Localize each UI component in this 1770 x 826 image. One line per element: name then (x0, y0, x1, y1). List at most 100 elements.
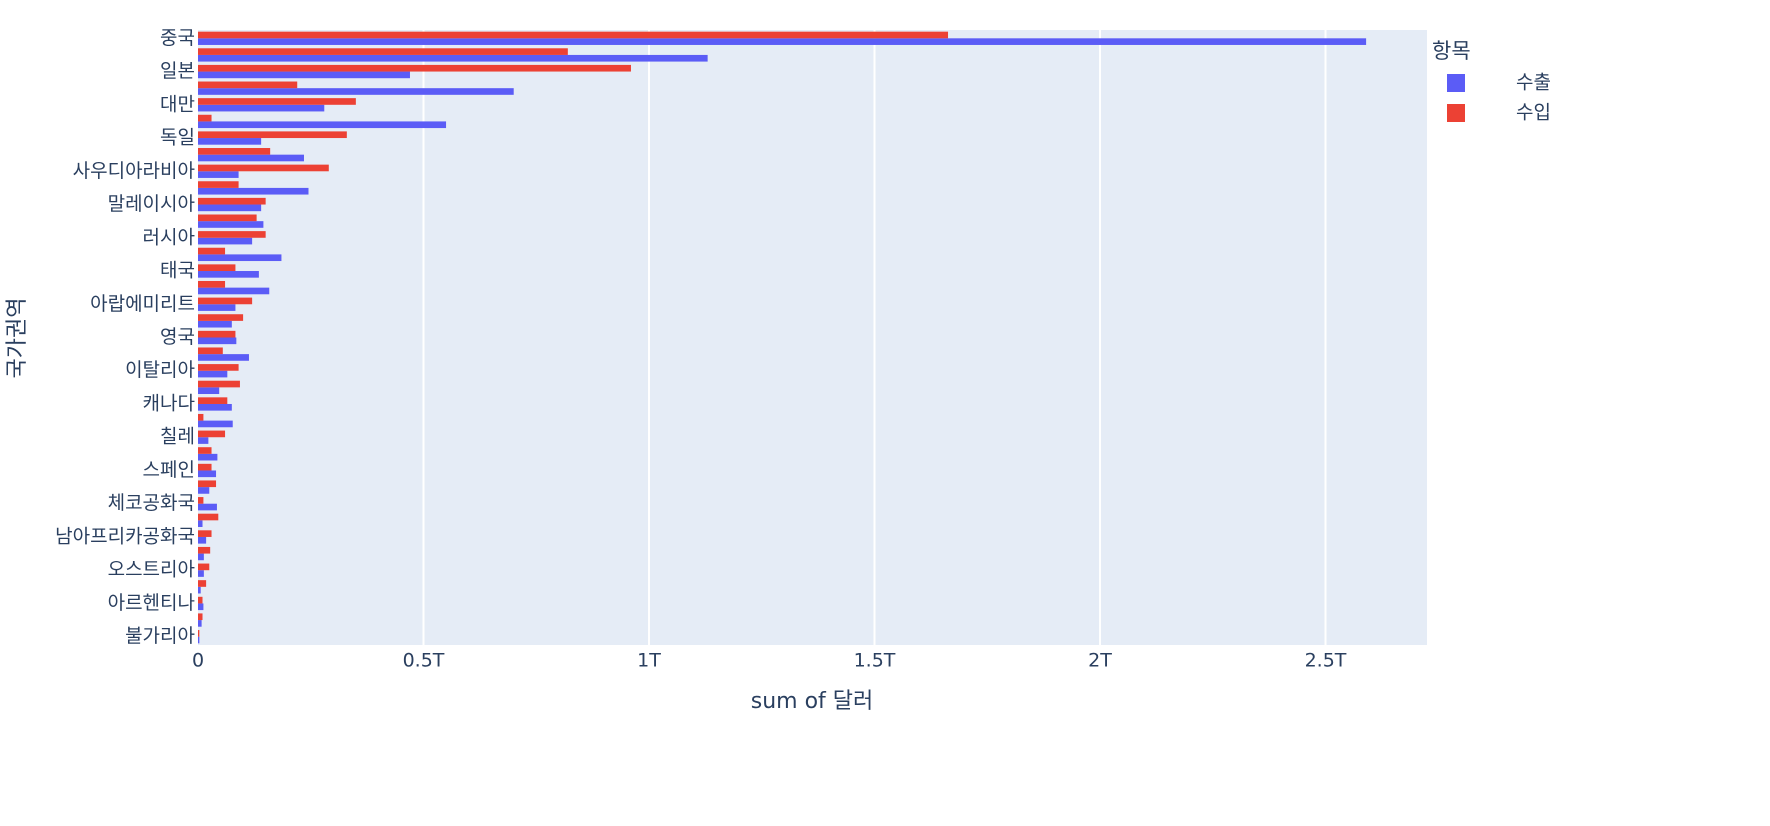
y-tick-label: 일본 (160, 60, 195, 82)
bar (198, 114, 212, 122)
y-tick-label: 칠레 (160, 426, 195, 448)
bar (198, 320, 232, 328)
bar (198, 181, 239, 188)
bar (198, 204, 262, 212)
bar (198, 520, 203, 527)
y-tick-label: 캐나다 (143, 392, 195, 414)
bar (198, 553, 204, 561)
y-tick-label: 이탈리아 (125, 359, 195, 381)
bar (198, 380, 240, 388)
y-tick-label: 사우디아라비아 (73, 160, 195, 182)
bar (198, 620, 202, 627)
y-tick-label: 스페인 (143, 459, 195, 481)
bar (198, 497, 204, 504)
y-axis-title: 국가권역 (5, 298, 30, 379)
bar (198, 586, 201, 594)
bar (198, 536, 207, 544)
bar (198, 104, 325, 112)
bar (198, 570, 204, 577)
bar (198, 297, 253, 305)
bar (198, 264, 236, 272)
bar (198, 397, 228, 404)
bar (198, 337, 237, 345)
y-tick-label: 체코공화국 (108, 492, 195, 514)
y-tick-label: 대만 (160, 93, 195, 115)
bar (198, 314, 244, 321)
bar (198, 630, 200, 637)
x-axis-title: sum of 달러 (751, 689, 874, 714)
bar (198, 580, 207, 587)
y-tick-label: 오스트리아 (108, 559, 195, 581)
bar (198, 530, 212, 537)
y-tick-label: 태국 (160, 260, 195, 282)
bar (198, 613, 203, 621)
bar (198, 636, 200, 644)
bar (198, 480, 217, 488)
bar (198, 403, 232, 411)
legend-label: 수출 (1516, 72, 1551, 94)
bar (198, 603, 204, 611)
y-tick-label: 중국 (160, 27, 195, 49)
bar (198, 453, 218, 461)
bar (198, 546, 211, 554)
y-tick-label: 아르헨티나 (108, 592, 195, 614)
bar (198, 463, 212, 471)
bar (198, 187, 309, 195)
bar (198, 347, 223, 355)
bar (198, 470, 217, 478)
bar (198, 437, 209, 444)
x-tick-label: 0.5T (403, 650, 445, 672)
bar (198, 596, 203, 604)
bar (198, 48, 568, 55)
bar (198, 563, 210, 571)
y-tick-label: 아랍에미리트 (90, 293, 195, 315)
bar (198, 370, 228, 378)
x-tick-label: 2.5T (1305, 650, 1347, 672)
x-tick-label: 0 (192, 650, 204, 672)
bar (198, 154, 304, 162)
bar (198, 131, 347, 139)
bar (198, 247, 226, 255)
x-tick-label: 1.5T (854, 650, 896, 672)
bar (198, 503, 217, 511)
bar (198, 231, 266, 238)
bar (198, 38, 1367, 45)
bar (198, 54, 708, 62)
bar (198, 98, 356, 105)
bar (198, 197, 266, 205)
bar (198, 81, 298, 89)
bar (198, 287, 270, 295)
bar (198, 487, 210, 494)
bar (198, 387, 220, 395)
bar (198, 354, 249, 361)
bar (198, 430, 226, 438)
legend-swatch (1447, 104, 1465, 122)
bar (198, 271, 259, 278)
bar (198, 513, 219, 521)
bar (198, 88, 514, 95)
bar (198, 221, 264, 228)
y-tick-label: 남아프리카공화국 (55, 525, 195, 547)
y-tick-label: 불가리아 (125, 625, 195, 647)
bar (198, 171, 239, 178)
bar (198, 164, 329, 172)
bar (198, 31, 949, 39)
bar (198, 280, 226, 288)
y-tick-label: 말레이시아 (108, 193, 195, 215)
y-tick-label: 영국 (160, 326, 195, 348)
bar (198, 64, 631, 72)
bar (198, 447, 212, 454)
bar (198, 148, 271, 155)
legend-swatch (1447, 74, 1465, 92)
y-tick-label: 독일 (160, 127, 195, 149)
legend-label: 수입 (1516, 102, 1551, 124)
bar (198, 413, 204, 421)
x-tick-label: 1T (637, 650, 661, 672)
bar (198, 71, 410, 79)
bar (198, 214, 257, 222)
bar (198, 304, 236, 311)
bar (198, 330, 236, 338)
legend-title: 항목 (1432, 39, 1471, 63)
x-tick-label: 2T (1088, 650, 1112, 672)
